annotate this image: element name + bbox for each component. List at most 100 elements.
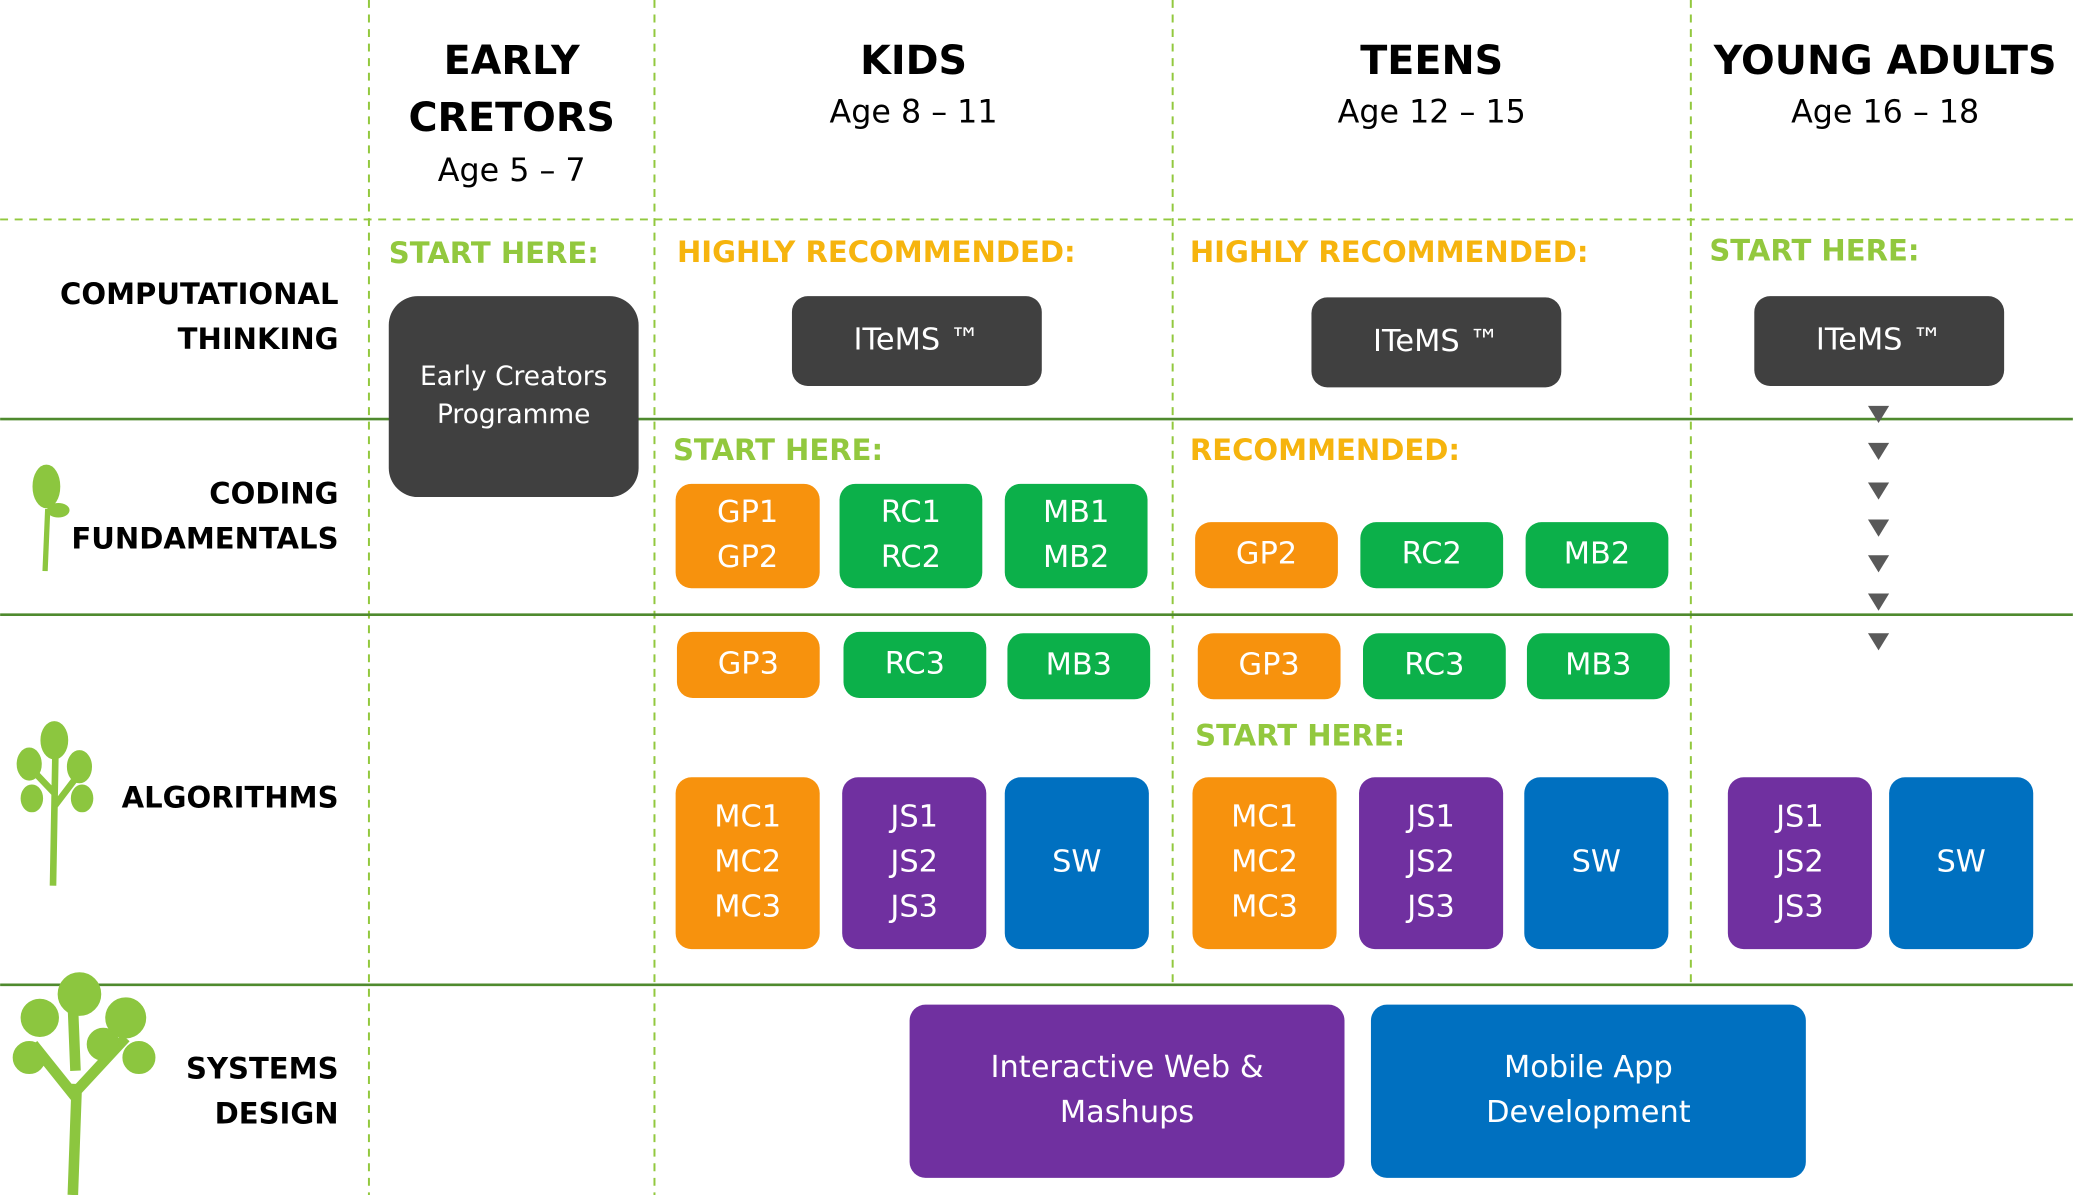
course-box: [676, 631, 820, 698]
course-label: SW: [1936, 845, 1985, 880]
course-label: MC2: [1231, 845, 1298, 880]
course-label: RC2: [881, 540, 941, 575]
course-box: [839, 483, 983, 589]
note: START HERE:: [389, 236, 599, 270]
course-label: GP2: [1236, 537, 1297, 572]
column-subtitle: Age 5 – 7: [438, 153, 586, 189]
column-title: CRETORS: [408, 95, 615, 141]
column-title: YOUNG ADULTS: [1713, 38, 2057, 84]
course-label: ITeMS ™: [1373, 324, 1500, 359]
arrow: [1867, 405, 1890, 424]
arrow: [1867, 442, 1890, 461]
course-label: Interactive Web &: [991, 1050, 1264, 1085]
note: START HERE:: [673, 433, 883, 467]
arrow: [1867, 593, 1890, 611]
course-box: [1192, 777, 1337, 950]
course-box: [1363, 633, 1506, 700]
course-label: MB3: [1046, 648, 1112, 683]
course-label: JS1: [888, 800, 938, 835]
content: EARLY CRETORS Age 5 – 7 KIDS Age 8 – 11 TEENS…: [60, 38, 2057, 1178]
note: START HERE:: [1195, 719, 1405, 753]
course-box: [1004, 483, 1148, 589]
row-label: SYSTEMS: [186, 1052, 339, 1086]
note: START HERE:: [1709, 233, 1919, 267]
course-label: MB2: [1043, 540, 1109, 575]
sprout: [32, 464, 70, 572]
course-box: [675, 777, 820, 950]
column-title: TEENS: [1360, 38, 1503, 84]
course-label: JS1: [1405, 800, 1455, 835]
course-label: Mobile App: [1504, 1050, 1673, 1085]
course-label: JS3: [888, 890, 938, 925]
course-label: RC2: [1402, 537, 1462, 572]
course-label: SW: [1572, 845, 1621, 880]
course-label: Programme: [437, 399, 590, 430]
course-label: Early Creators: [420, 361, 607, 392]
course-label: MC3: [714, 890, 781, 925]
column-title: EARLY: [444, 38, 581, 84]
arrow: [1867, 482, 1890, 500]
arrows: [1867, 405, 1890, 651]
row-label: FUNDAMENTALS: [71, 522, 338, 556]
course-label: MC3: [1231, 890, 1298, 925]
course-label: MC2: [714, 845, 781, 880]
course-label: JS2: [1774, 845, 1824, 880]
course-label: JS1: [1774, 800, 1824, 835]
course-label: JS2: [1405, 845, 1455, 880]
course-label: MB3: [1565, 648, 1631, 683]
course-label: Development: [1486, 1095, 1691, 1130]
note: HIGHLY RECOMMENDED:: [1190, 235, 1589, 269]
course-label: JS3: [1774, 890, 1824, 925]
course-box: [1004, 777, 1149, 950]
course-box: [1311, 297, 1562, 388]
course-box: [791, 296, 1042, 386]
course-label: JS3: [1405, 890, 1455, 925]
sapling: [16, 721, 94, 886]
row-label: THINKING: [178, 322, 339, 356]
row-label: ALGORITHMS: [122, 781, 339, 815]
course-box: [1524, 777, 1669, 950]
course-box: [675, 483, 820, 589]
row-label: COMPUTATIONAL: [60, 277, 339, 311]
course-label: MC1: [714, 800, 781, 835]
column-title: KIDS: [860, 38, 967, 84]
course-box: [1359, 777, 1504, 950]
arrow: [1867, 519, 1890, 537]
course-box: [1007, 633, 1151, 700]
arrow: [1867, 633, 1890, 651]
course-label: SW: [1052, 845, 1101, 880]
column-subtitle: Age 8 – 11: [830, 95, 998, 131]
column-subtitle: Age 12 – 15: [1338, 95, 1526, 131]
course-label: RC1: [881, 495, 941, 530]
course-box: [843, 631, 987, 698]
course-box: [1360, 522, 1504, 589]
course-label: ITeMS ™: [1816, 323, 1943, 358]
course-label: ITeMS ™: [854, 323, 981, 358]
course-label: JS2: [888, 845, 938, 880]
course-box: [842, 777, 987, 950]
course-box: [1526, 633, 1670, 700]
note: RECOMMENDED:: [1190, 433, 1460, 467]
course-box: [1197, 633, 1341, 700]
course-label: GP2: [717, 540, 778, 575]
course-label: GP3: [718, 646, 779, 681]
course-label: MC1: [1231, 800, 1298, 835]
course-label: Mashups: [1060, 1095, 1194, 1130]
course-label: RC3: [1404, 648, 1464, 683]
course-label: GP3: [1239, 648, 1300, 683]
course-box: [1754, 296, 2005, 386]
course-box: [1195, 522, 1338, 589]
row-label: CODING: [209, 477, 338, 511]
course-label: MB1: [1043, 495, 1109, 530]
course-label: GP1: [717, 495, 778, 530]
row-label: DESIGN: [215, 1097, 339, 1131]
course-label: MB2: [1564, 537, 1630, 572]
trees: [12, 464, 156, 1195]
course-box: [1889, 777, 2034, 950]
arrow: [1867, 555, 1890, 573]
tree: [12, 972, 156, 1195]
course-label: RC3: [885, 646, 945, 681]
